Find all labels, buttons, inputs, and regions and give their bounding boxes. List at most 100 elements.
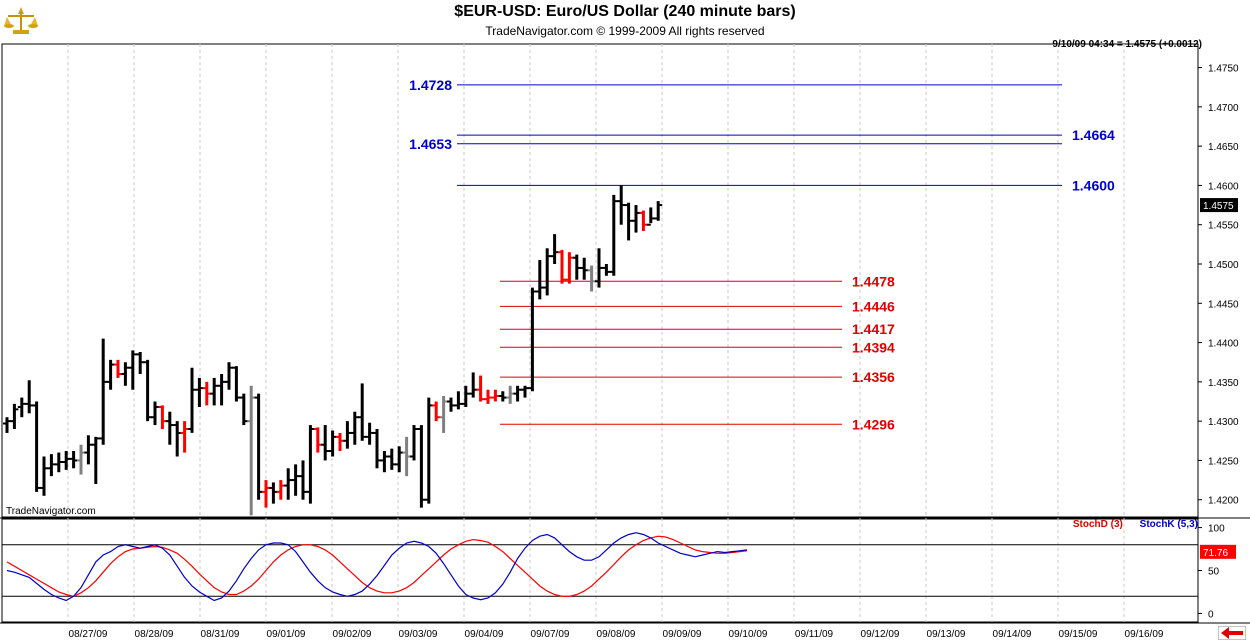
ohlc-bar [580, 257, 589, 280]
ohlc-bar [17, 397, 26, 418]
ohlc-bar [195, 377, 204, 407]
x-tick-label: 09/10/09 [729, 629, 768, 640]
ohlc-bar [306, 425, 315, 504]
support-label: 1.4478 [852, 273, 895, 289]
ohlc-bar [269, 482, 278, 504]
x-tick-label: 09/13/09 [927, 629, 966, 640]
y-tick-label: 1.4450 [1208, 299, 1239, 310]
ohlc-bar [447, 397, 455, 412]
x-tick-label: 09/11/09 [795, 629, 834, 640]
ohlc-bar [350, 411, 359, 445]
ohlc-bar [432, 401, 441, 422]
resistance-label: 1.4728 [409, 77, 452, 93]
x-tick-label: 09/01/09 [267, 629, 306, 640]
x-tick-label: 09/03/09 [399, 629, 438, 640]
ohlc-bar [225, 362, 233, 390]
ohlc-bar [173, 421, 182, 457]
ohlc-bar [276, 480, 285, 500]
ohlc-bar [476, 375, 485, 402]
stochk-line [6, 532, 748, 602]
ohlc-bar [62, 451, 71, 470]
x-tick-label: 09/09/09 [663, 629, 702, 640]
ohlc-bar [461, 385, 470, 407]
ohlc-bar [25, 380, 34, 414]
stoch-y-tick-label: 50 [1208, 567, 1220, 578]
ohlc-bar [587, 265, 596, 292]
ohlc-bar [365, 422, 374, 445]
ohlc-bar [358, 383, 367, 441]
y-tick-label: 1.4650 [1208, 142, 1239, 153]
ohlc-bar [439, 396, 448, 433]
ohlc-bar [299, 460, 307, 500]
x-tick-label: 09/16/09 [1125, 629, 1164, 640]
y-tick-label: 1.4750 [1208, 64, 1239, 75]
ohlc-bar [10, 403, 19, 429]
y-tick-label: 1.4500 [1208, 260, 1239, 271]
ohlc-bar [506, 385, 515, 404]
ohlc-bar [158, 405, 167, 429]
ohlc-bar [77, 444, 85, 475]
stoch-y-tick-label: 100 [1208, 524, 1225, 535]
ohlc-bar [602, 264, 611, 276]
ohlc-bar [373, 429, 381, 469]
ohlc-bar [328, 430, 337, 457]
last-price-badge [1200, 198, 1238, 213]
ohlc-bar [32, 401, 41, 492]
ohlc-bar [336, 432, 344, 451]
ohlc-bar [484, 389, 492, 404]
chart-header: $EUR-USD: Euro/US Dollar (240 minute bar… [0, 0, 1250, 44]
ohlc-bar [617, 185, 626, 225]
stochd-line [6, 535, 748, 597]
scroll-left-arrow-icon[interactable] [1218, 626, 1246, 640]
stoch-value-label: 71.76 [1203, 548, 1228, 559]
ohlc-bar [550, 234, 559, 264]
ohlc-bar [40, 456, 48, 496]
ohlc-bar [202, 381, 211, 406]
ohlc-bar [210, 377, 219, 406]
ohlc-bar [595, 248, 603, 288]
ohlc-bar [121, 362, 130, 386]
ohlc-bar [291, 464, 300, 496]
ohlc-bar [165, 411, 174, 445]
ohlc-bar [395, 446, 404, 473]
y-tick-label: 1.4200 [1208, 496, 1239, 507]
gold-scales-icon [4, 7, 38, 34]
last-quote: 9/10/09 04:34 = 1.4575 (+0.0012) [1052, 39, 1202, 50]
x-tick-label: 08/28/09 [135, 629, 174, 640]
ohlc-bar [239, 393, 248, 426]
y-tick-label: 1.4350 [1208, 378, 1239, 389]
ohlc-bar [91, 436, 100, 484]
ohlc-bar [321, 425, 330, 461]
last-price-label: 1.4575 [1203, 201, 1234, 212]
ohlc-bar [3, 417, 11, 433]
ohlc-bar [188, 367, 196, 433]
ohlc-bar [417, 425, 426, 508]
ohlc-bar [513, 385, 522, 402]
resistance-label: 1.4600 [1072, 177, 1115, 193]
ohlc-bar [498, 391, 507, 402]
ohlc-bar [69, 451, 78, 469]
support-label: 1.4446 [852, 298, 895, 314]
ohlc-bar [262, 480, 270, 508]
resistance-label: 1.4664 [1072, 127, 1115, 143]
x-tick-label: 09/07/09 [531, 629, 570, 640]
ohlc-bar [558, 249, 566, 284]
ohlc-bar [143, 359, 152, 422]
stoch-value-badge [1200, 544, 1236, 559]
x-tick-label: 09/04/09 [465, 629, 504, 640]
ohlc-bar [180, 421, 189, 453]
ohlc-bar [424, 397, 433, 504]
ohlc-bar [528, 287, 537, 392]
support-label: 1.4417 [852, 321, 895, 337]
ohlc-bar [232, 366, 241, 402]
support-label: 1.4394 [852, 339, 895, 355]
stochastic-panel [1, 518, 1199, 623]
ohlc-bar [402, 436, 411, 477]
x-tick-label: 09/12/09 [861, 629, 900, 640]
ohlc-bar [646, 207, 655, 226]
ohlc-bar [99, 338, 108, 445]
ohlc-bar [654, 201, 663, 221]
ohlc-bar [609, 194, 618, 276]
ohlc-bar [343, 421, 352, 449]
